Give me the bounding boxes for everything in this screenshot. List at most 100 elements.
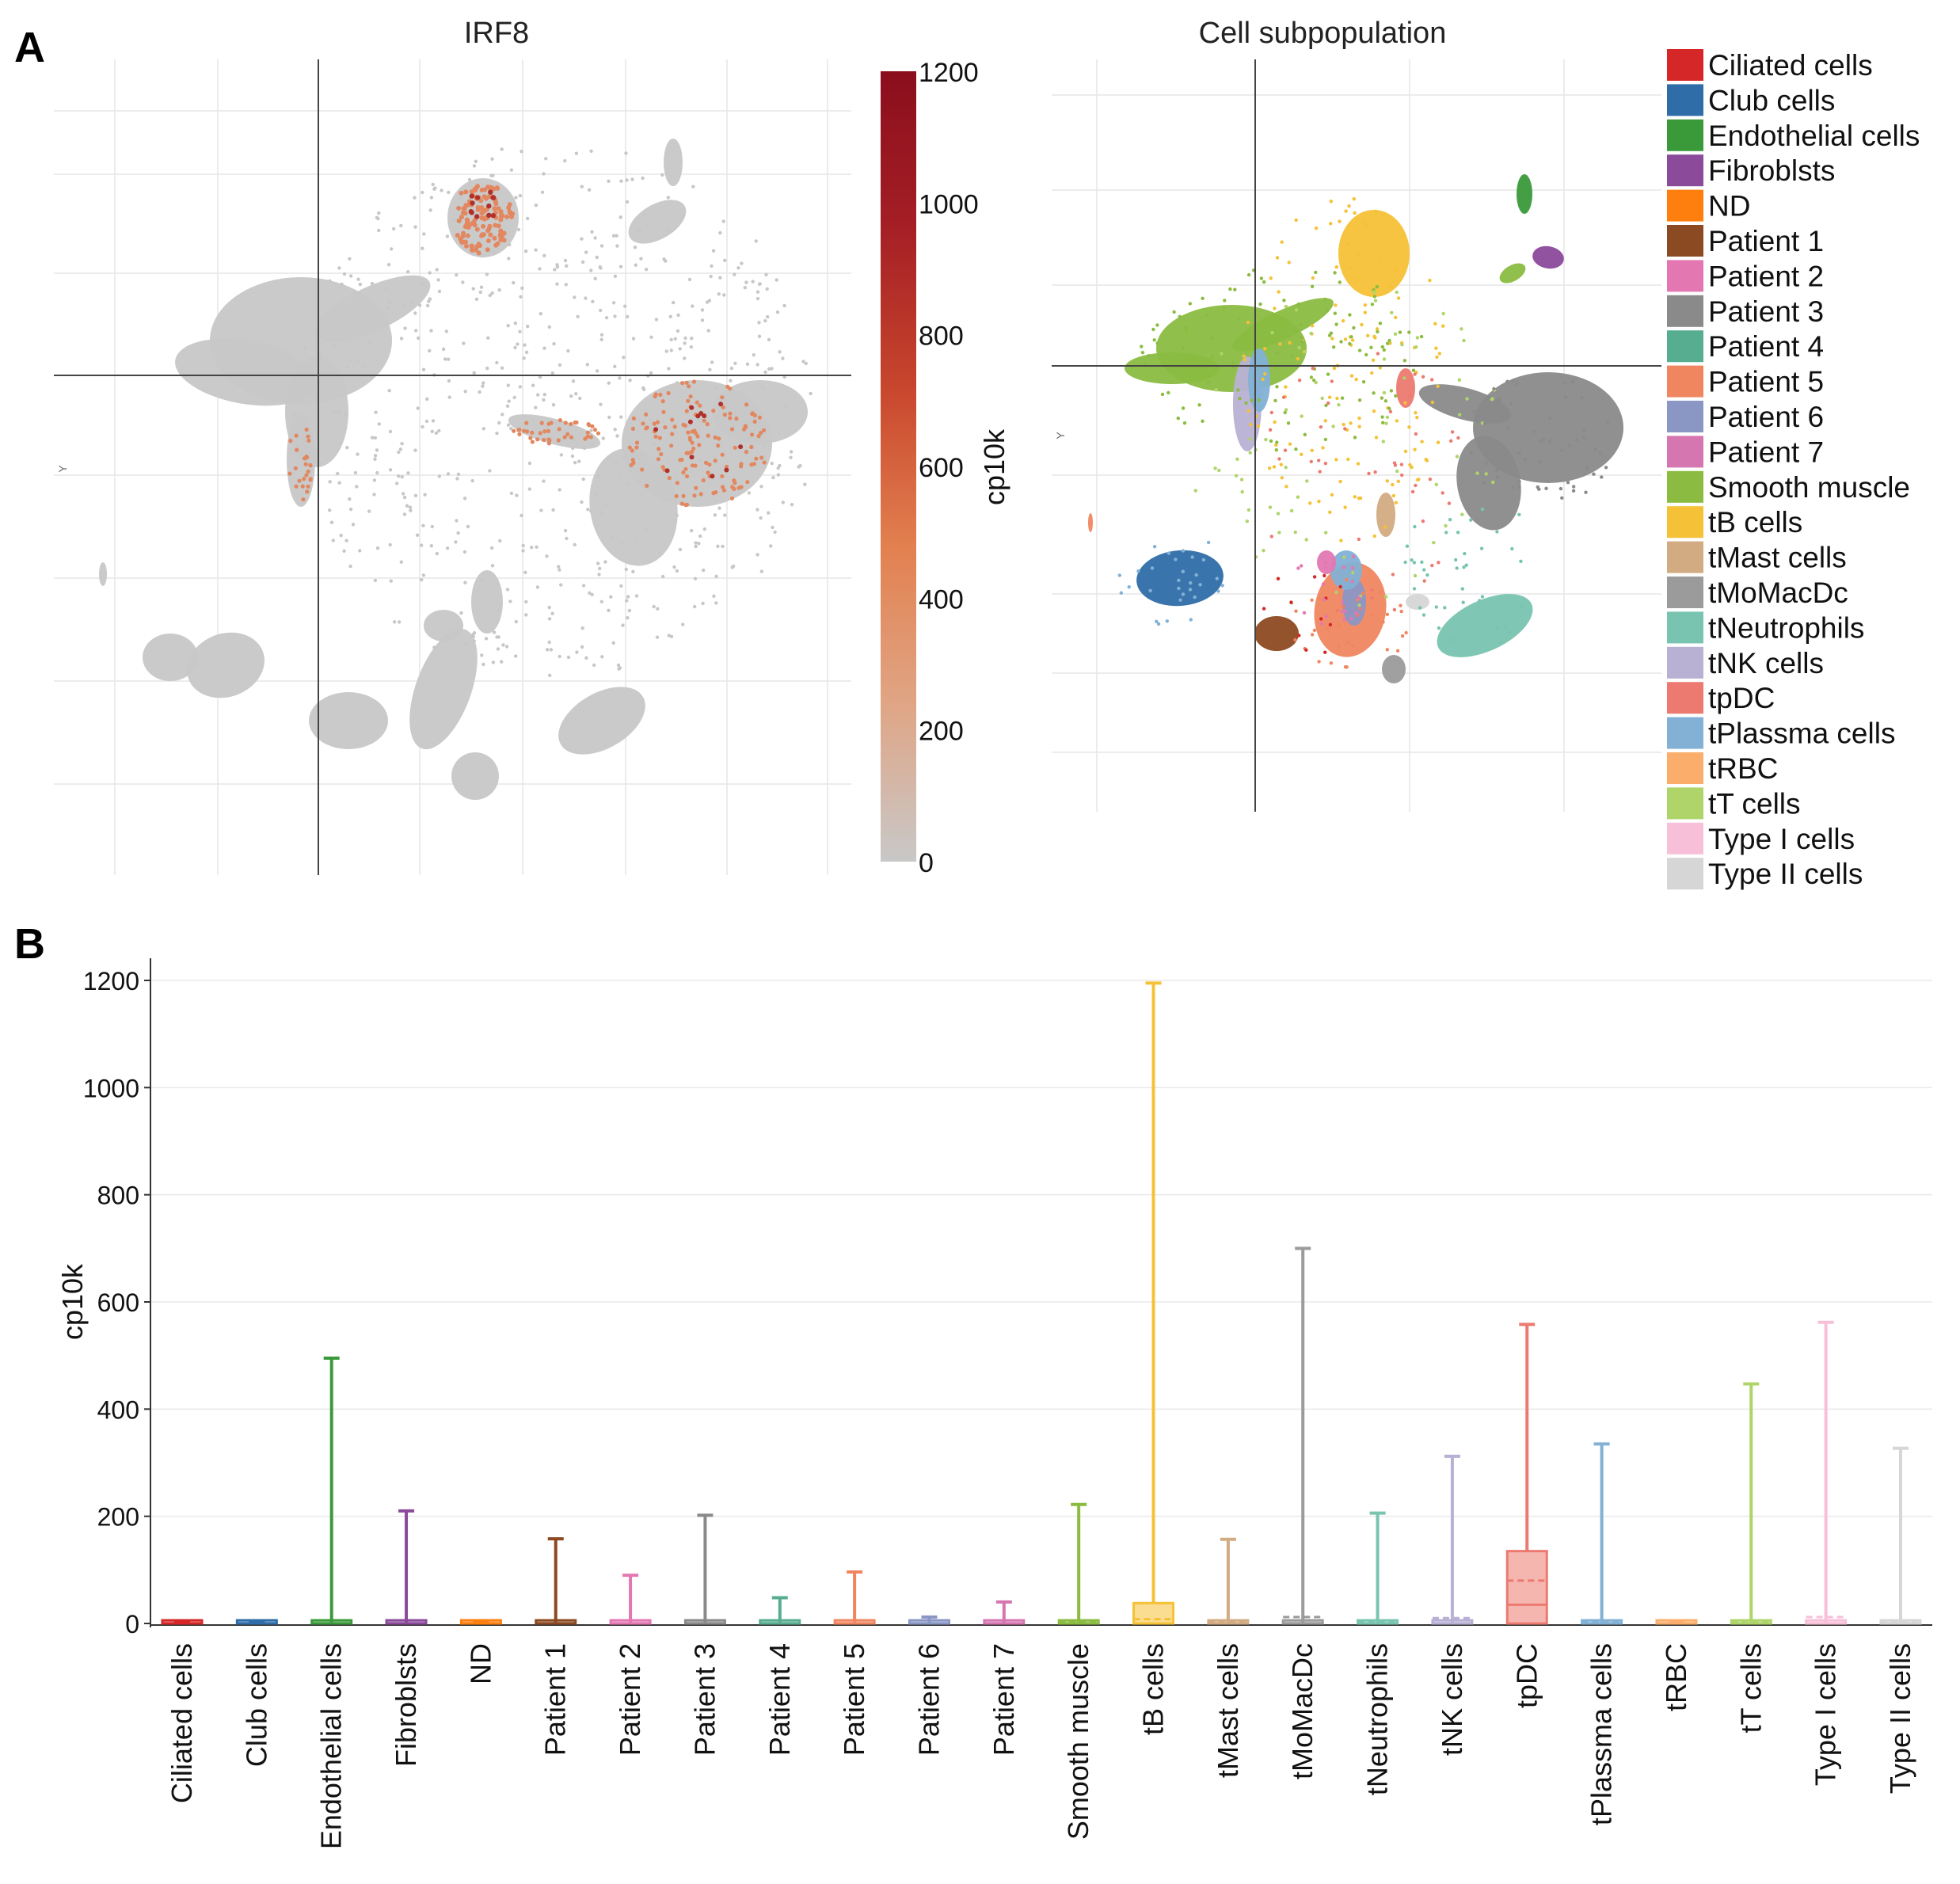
cell-point: [1264, 437, 1268, 442]
cell-point: [1421, 375, 1425, 379]
cell-point: [505, 588, 510, 592]
cell-point: [1184, 325, 1188, 329]
cell-point: [666, 390, 671, 396]
cell-point: [580, 260, 585, 265]
cell-point: [1387, 284, 1392, 288]
cell-point: [558, 568, 561, 572]
boxplot-ylabel: cp10k: [56, 1263, 89, 1340]
cell-point: [1372, 391, 1376, 395]
cell-point: [626, 314, 630, 319]
cell-point: [690, 463, 695, 468]
cell-point: [480, 232, 485, 238]
cell-point: [1259, 276, 1264, 280]
cell-point: [1320, 622, 1324, 626]
cell-point: [683, 356, 687, 360]
cell-point: [389, 301, 393, 305]
cell-point: [1239, 478, 1244, 481]
cell-point: [421, 573, 426, 577]
cell-point: [557, 565, 561, 569]
cell-point: [590, 230, 594, 234]
cell-point: [740, 413, 745, 417]
cell-point: [1391, 573, 1395, 577]
cell-point: [720, 452, 725, 457]
cell-point: [1357, 253, 1361, 257]
cell-point: [304, 427, 309, 432]
cell-point: [399, 560, 403, 564]
cell-point: [462, 206, 467, 211]
cell-point: [1566, 481, 1570, 485]
cell-point: [1284, 466, 1288, 470]
cell-point: [1305, 479, 1309, 483]
cell-point: [466, 524, 470, 529]
cell-point: [1345, 665, 1349, 669]
cell-point: [472, 639, 476, 643]
cell-point: [1318, 470, 1322, 474]
cell-point: [1357, 424, 1361, 428]
cell-point: [755, 437, 759, 442]
legend-label: Type II cells: [1708, 858, 1863, 890]
cell-point: [712, 594, 716, 598]
cell-point: [759, 455, 764, 460]
cell-point: [592, 663, 596, 668]
cell-point: [542, 253, 546, 257]
cell-point: [615, 234, 618, 238]
cell-point: [607, 381, 611, 385]
cell-point: [1562, 381, 1567, 385]
cell-point: [563, 421, 568, 425]
cell-point: [1421, 519, 1425, 523]
cell-point: [1354, 611, 1358, 615]
cell-point: [740, 261, 744, 265]
cluster-blob: [1499, 263, 1526, 284]
cell-point: [1460, 512, 1464, 516]
cell-point: [721, 405, 725, 409]
cell-point: [1284, 322, 1288, 326]
cell-point: [645, 425, 649, 430]
cell-point: [501, 643, 505, 647]
cell-point: [750, 412, 755, 417]
cell-point: [1349, 617, 1353, 621]
legend-label: Patient 4: [1708, 330, 1824, 363]
cell-point: [637, 456, 641, 460]
cell-point: [578, 396, 582, 401]
cell-point: [348, 257, 352, 261]
legend-label: tT cells: [1708, 787, 1801, 820]
cell-point: [649, 418, 653, 422]
cell-point: [611, 234, 616, 238]
cell-point: [1350, 580, 1355, 584]
cell-point: [1268, 505, 1273, 509]
cell-point: [589, 268, 593, 272]
legend-swatch: [1667, 541, 1703, 573]
cell-point: [1372, 409, 1376, 413]
cell-point: [446, 357, 451, 361]
cell-point: [694, 431, 698, 436]
legend-label: tB cells: [1708, 506, 1802, 539]
cell-point: [764, 272, 768, 276]
cell-point: [661, 420, 665, 424]
cell-point: [1178, 598, 1182, 602]
cell-point: [630, 177, 634, 181]
cell-point: [757, 415, 763, 420]
cluster-blob: [508, 414, 601, 449]
cell-point: [599, 308, 603, 313]
cell-point: [591, 299, 595, 303]
cell-point: [604, 316, 609, 320]
cell-point: [469, 210, 474, 215]
cell-point: [1314, 380, 1318, 385]
cell-point: [1310, 324, 1315, 328]
cell-point: [573, 542, 577, 546]
cell-point: [421, 523, 425, 527]
cell-point: [683, 341, 687, 345]
cell-point: [1353, 211, 1357, 215]
cell-point: [498, 213, 504, 219]
panel-label-a: A: [14, 24, 45, 71]
cell-point: [621, 623, 625, 627]
cell-point: [1334, 590, 1338, 595]
cell-point: [1330, 493, 1334, 497]
cell-point: [496, 206, 501, 211]
cell-point: [466, 202, 471, 207]
legend-label: Ciliated cells: [1708, 49, 1873, 82]
cell-point: [427, 299, 431, 303]
cell-point: [649, 371, 653, 375]
cell-point: [1288, 442, 1292, 446]
cell-point: [1194, 573, 1198, 577]
